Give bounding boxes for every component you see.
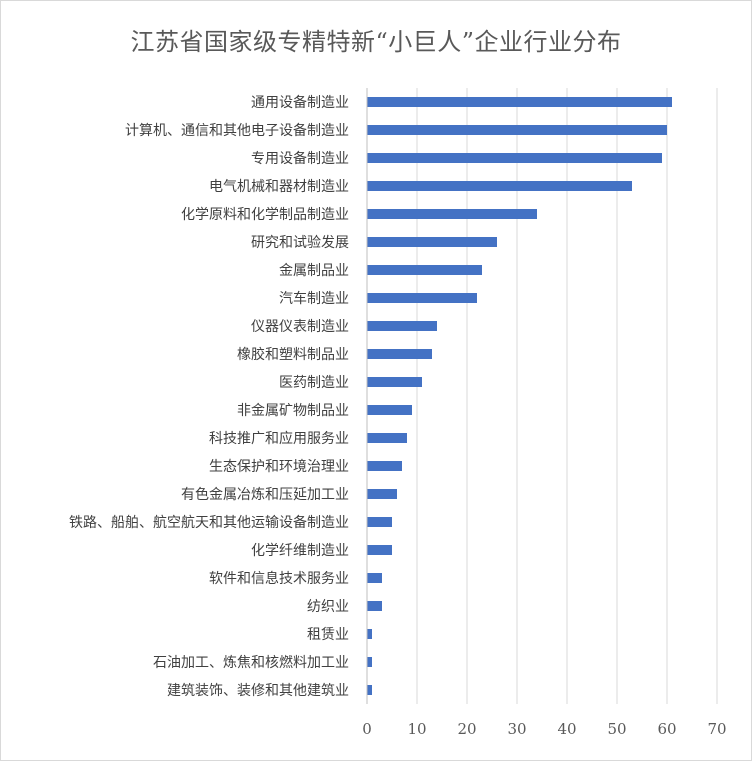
bar	[367, 377, 422, 387]
category-label: 化学纤维制造业	[251, 543, 349, 559]
bar	[367, 405, 412, 415]
bar	[367, 97, 672, 107]
category-label: 医药制造业	[279, 375, 349, 391]
bar	[367, 237, 497, 247]
category-label: 生态保护和环境治理业	[209, 459, 349, 475]
bar	[367, 293, 477, 303]
category-label: 汽车制造业	[279, 290, 349, 307]
category-label: 纺织业	[307, 599, 349, 615]
category-label: 非金属矿物制品业	[237, 403, 349, 419]
bar	[367, 265, 482, 275]
bar	[367, 573, 382, 583]
bar	[367, 181, 632, 191]
bar	[367, 433, 407, 443]
category-label: 建筑装饰、装修和其他建筑业	[167, 683, 349, 699]
bar	[367, 685, 372, 695]
bar	[367, 125, 667, 135]
bar	[367, 517, 392, 527]
bar	[367, 321, 437, 331]
x-tick-label: 60	[657, 720, 676, 738]
bar	[367, 545, 392, 555]
bar	[367, 489, 397, 499]
category-label: 石油加工、炼焦和核燃料加工业	[153, 654, 349, 671]
x-tick-label: 70	[707, 720, 726, 738]
category-label: 计算机、通信和其他电子设备制造业	[125, 122, 349, 139]
x-tick-label: 20	[457, 720, 476, 738]
x-tick-label: 50	[607, 720, 626, 738]
category-label: 专用设备制造业	[251, 150, 349, 167]
category-label: 租赁业	[307, 627, 349, 643]
category-label: 研究和试验发展	[251, 235, 349, 251]
x-tick-label: 0	[362, 720, 372, 738]
category-label: 金属制品业	[279, 263, 349, 279]
bar	[367, 349, 432, 359]
bar	[367, 657, 372, 667]
category-label: 有色金属冶炼和压延加工业	[181, 486, 349, 503]
category-label: 橡胶和塑料制品业	[237, 346, 349, 363]
bar	[367, 209, 537, 219]
category-label: 科技推广和应用服务业	[209, 430, 349, 447]
category-label: 软件和信息技术服务业	[209, 570, 349, 587]
x-tick-label: 10	[407, 720, 426, 738]
category-label: 铁路、船舶、航空航天和其他运输设备制造业	[69, 514, 349, 531]
bar	[367, 601, 382, 611]
category-label: 仪器仪表制造业	[251, 319, 349, 335]
x-tick-label: 40	[557, 720, 576, 738]
category-label: 化学原料和化学制品制造业	[181, 207, 349, 223]
chart-title: 江苏省国家级专精特新“小巨人”企业行业分布	[130, 28, 622, 56]
x-tick-label: 30	[507, 720, 526, 738]
bar	[367, 461, 402, 471]
category-label: 电气机械和器材制造业	[209, 179, 349, 195]
bar	[367, 153, 662, 163]
category-label: 通用设备制造业	[251, 94, 349, 111]
bar	[367, 629, 372, 639]
